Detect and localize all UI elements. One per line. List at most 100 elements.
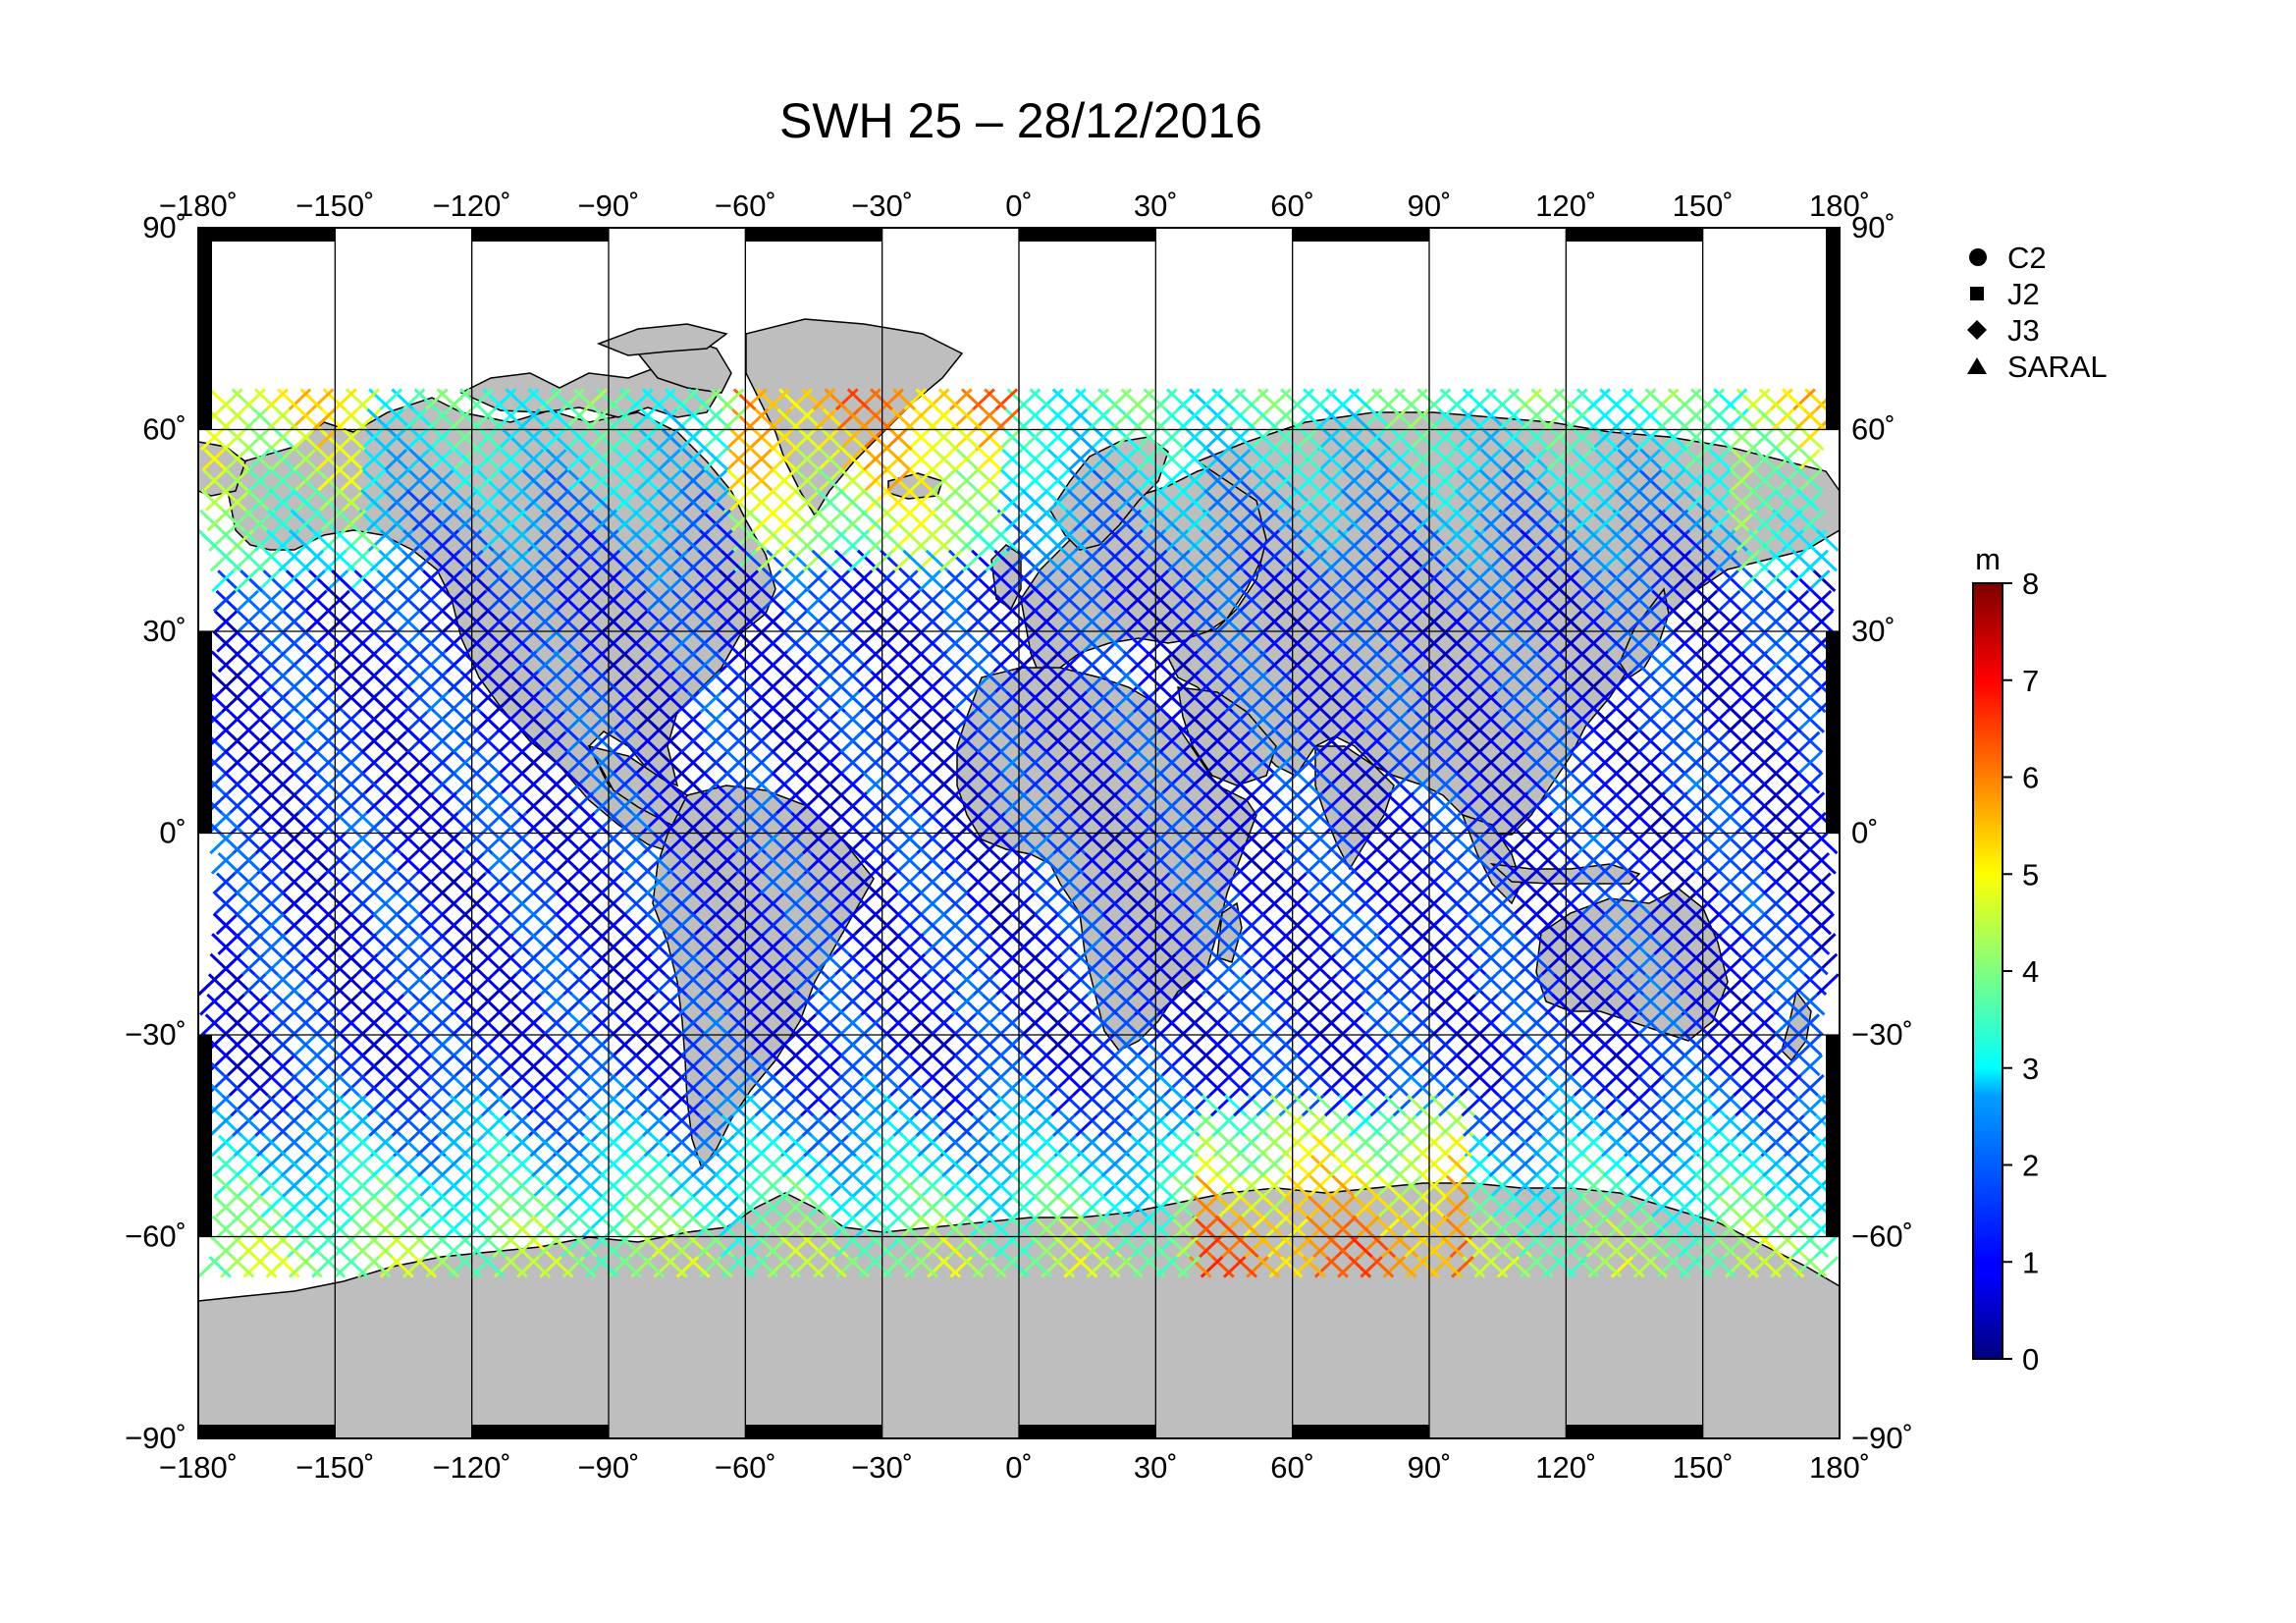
- track-segment: [436, 1255, 460, 1278]
- track-segment: [1664, 489, 1687, 512]
- track-segment: [1436, 711, 1461, 733]
- track-segment: [1443, 872, 1468, 895]
- track-segment: [985, 549, 1008, 572]
- track-segment: [1590, 1074, 1614, 1097]
- track-segment: [892, 1114, 917, 1137]
- track-segment: [232, 1114, 255, 1137]
- track-segment: [835, 529, 860, 552]
- track-segment: [1693, 1155, 1718, 1177]
- track-segment: [907, 771, 932, 794]
- track-segment: [730, 993, 755, 1016]
- track-segment: [413, 1114, 438, 1137]
- track-segment: [1605, 610, 1629, 633]
- track-segment: [408, 468, 432, 492]
- track-segment: [725, 771, 749, 794]
- track-segment: [1556, 933, 1579, 955]
- track-segment: [524, 1074, 549, 1097]
- track-segment: [506, 952, 530, 976]
- track-segment: [795, 1033, 820, 1056]
- track-segment: [965, 912, 988, 936]
- track-segment: [752, 1074, 776, 1097]
- track-segment: [736, 872, 761, 895]
- track-segment: [337, 428, 360, 452]
- track-segment: [1042, 1074, 1067, 1097]
- track-segment: [1815, 1255, 1840, 1278]
- track-segment: [500, 468, 523, 492]
- track-segment: [774, 1054, 798, 1077]
- track-segment: [1796, 730, 1821, 754]
- track-segment: [1633, 529, 1657, 552]
- track-segment: [1113, 730, 1137, 754]
- track-segment: [1401, 872, 1425, 895]
- track-segment: [836, 1094, 861, 1117]
- track-segment: [1422, 610, 1447, 633]
- track-segment: [1377, 589, 1402, 613]
- track-segment: [442, 893, 466, 915]
- track-segment: [1041, 1094, 1066, 1117]
- track-segment: [922, 589, 946, 613]
- track-segment: [942, 589, 966, 613]
- track-segment: [1071, 489, 1095, 512]
- track-segment: [729, 711, 754, 733]
- track-segment: [1242, 1215, 1266, 1238]
- track-segment: [208, 1114, 233, 1137]
- track-segment: [690, 1215, 714, 1238]
- track-segment: [216, 872, 240, 895]
- track-segment: [694, 589, 718, 613]
- track-segment: [1070, 730, 1095, 754]
- track-segment: [1351, 933, 1374, 955]
- track-segment: [1246, 529, 1270, 552]
- track-segment: [1598, 1255, 1623, 1278]
- track-segment: [1533, 933, 1557, 955]
- track-segment: [491, 1134, 515, 1158]
- track-segment: [501, 489, 525, 512]
- track-segment: [1322, 428, 1346, 452]
- track-segment: [209, 671, 233, 693]
- track-segment: [1696, 1174, 1720, 1198]
- track-segment: [223, 1013, 247, 1037]
- track-segment: [464, 893, 489, 915]
- track-segment: [1428, 529, 1452, 552]
- track-segment: [1738, 1215, 1763, 1238]
- track-segment: [1174, 933, 1199, 955]
- track-segment: [861, 428, 885, 452]
- track-segment: [1229, 1054, 1254, 1077]
- track-segment: [1322, 711, 1347, 733]
- track-segment: [1320, 448, 1345, 471]
- track-segment: [774, 730, 798, 754]
- track-segment: [1274, 1033, 1299, 1056]
- track-segment: [1645, 832, 1669, 855]
- track-segment: [1405, 529, 1429, 552]
- track-segment: [1463, 952, 1487, 976]
- track-segment: [1076, 1235, 1100, 1259]
- track-segment: [1420, 912, 1445, 936]
- track-segment: [1687, 1074, 1711, 1097]
- track-segment: [1006, 1255, 1030, 1278]
- track-segment: [1295, 489, 1318, 512]
- track-segment: [784, 1195, 809, 1218]
- track-segment: [1133, 690, 1156, 714]
- track-segment: [272, 1054, 296, 1077]
- track-segment: [1613, 428, 1637, 452]
- track-segment: [1788, 1174, 1811, 1198]
- track-segment: [1230, 730, 1254, 754]
- track-segment: [773, 751, 796, 774]
- track-segment: [994, 388, 1019, 411]
- track-segment: [1378, 912, 1402, 936]
- track-segment: [1296, 1054, 1319, 1077]
- track-segment: [923, 629, 946, 653]
- track-segment: [711, 832, 734, 855]
- track-segment: [1814, 952, 1839, 976]
- track-segment: [1710, 711, 1735, 733]
- track-segment: [1516, 1155, 1539, 1177]
- track-segment: [1077, 933, 1101, 955]
- track-segment: [1234, 1255, 1258, 1278]
- track-segment: [1682, 1054, 1707, 1077]
- track-segment: [485, 629, 509, 653]
- track-segment: [850, 912, 875, 936]
- track-segment: [721, 529, 745, 552]
- track-segment: [385, 1033, 409, 1056]
- track-segment: [329, 912, 353, 936]
- track-segment: [752, 489, 775, 512]
- track-segment: [1625, 1155, 1649, 1177]
